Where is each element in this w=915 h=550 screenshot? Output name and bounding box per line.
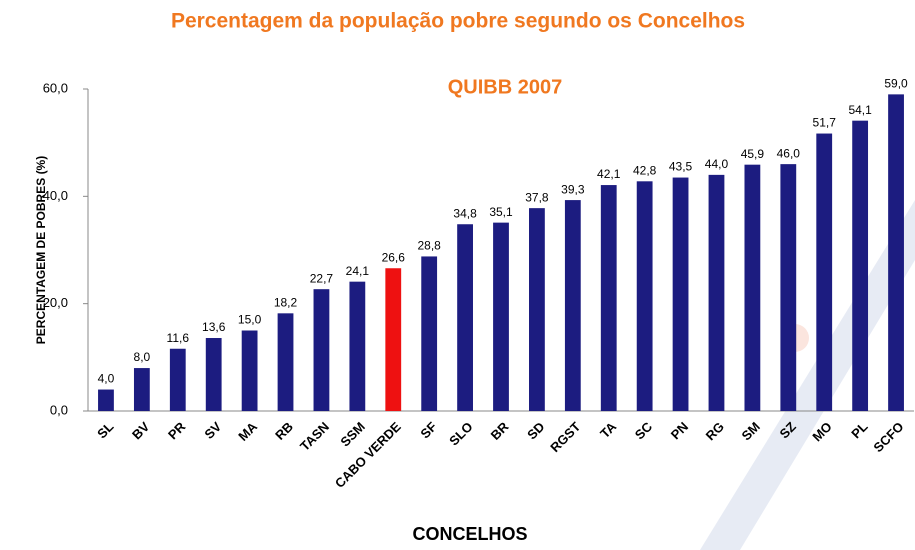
value-label: 44,0 — [705, 157, 729, 171]
x-tick-label: SSM — [337, 419, 368, 450]
bar — [421, 256, 438, 411]
x-tick-label: SD — [524, 419, 547, 442]
bar — [780, 164, 797, 411]
value-label: 11,6 — [167, 331, 190, 345]
value-label: 39,3 — [561, 182, 585, 196]
value-label: 42,1 — [597, 167, 621, 181]
value-label: 45,9 — [741, 147, 765, 161]
x-tick-label: SM — [739, 419, 763, 443]
x-tick-label: MA — [235, 419, 260, 444]
value-label: 24,1 — [346, 264, 370, 278]
value-label: 34,8 — [453, 206, 477, 220]
value-label: 18,2 — [274, 295, 298, 309]
value-label: 54,1 — [848, 103, 872, 117]
y-tick-label: 40,0 — [43, 188, 68, 203]
value-label: 28,8 — [417, 239, 441, 253]
x-tick-label: CABO VERDE — [332, 419, 404, 491]
x-tick-label: SCFO — [870, 419, 906, 455]
x-tick-label: SLO — [446, 419, 476, 449]
x-tick-label: TASN — [297, 419, 332, 454]
value-label: 42,8 — [633, 163, 657, 177]
x-tick-label: PL — [848, 419, 870, 441]
value-label: 37,8 — [525, 190, 549, 204]
bar — [98, 389, 114, 411]
bar — [672, 177, 689, 411]
x-tick-label: RB — [272, 419, 296, 443]
chart-title: Percentagem da população pobre segundo o… — [171, 10, 745, 33]
bar — [529, 208, 545, 411]
value-label: 59,0 — [884, 77, 908, 91]
bar — [888, 94, 904, 411]
x-tick-label: SC — [632, 419, 656, 443]
x-axis-title: CONCELHOS — [412, 524, 527, 544]
bar — [241, 330, 258, 411]
x-tick-label: SV — [201, 419, 224, 442]
value-label: 51,7 — [813, 116, 837, 130]
x-tick-label: BV — [129, 419, 153, 443]
x-tick-label: PN — [668, 419, 691, 442]
x-tick-label: RG — [703, 419, 727, 443]
bar — [744, 164, 761, 411]
value-label: 8,0 — [134, 350, 151, 364]
bar — [457, 224, 473, 411]
y-tick-label: 60,0 — [43, 80, 68, 95]
value-label: 22,7 — [310, 271, 334, 285]
bar — [708, 174, 725, 411]
value-label: 46,0 — [777, 146, 801, 160]
bar — [385, 268, 402, 411]
bar — [313, 289, 330, 411]
value-label: 26,6 — [382, 250, 406, 264]
value-label: 13,6 — [202, 320, 226, 334]
value-label: 15,0 — [238, 313, 262, 327]
bar — [133, 368, 150, 411]
bar — [493, 222, 509, 411]
y-axis-title: PERCENTAGEM DE POBRES (%) — [34, 156, 48, 344]
y-tick-label: 0,0 — [50, 402, 68, 417]
bar — [600, 185, 617, 411]
x-tick-label: SF — [417, 419, 439, 441]
decoration — [700, 200, 915, 550]
bar — [564, 200, 581, 411]
x-tick-label: RGST — [547, 419, 583, 455]
bar — [816, 133, 833, 411]
bar — [277, 313, 294, 411]
bar — [169, 348, 186, 411]
chart-subtitle: QUIBB 2007 — [448, 76, 563, 98]
x-tick-label: TA — [597, 419, 620, 442]
x-tick-label: SL — [94, 419, 116, 441]
x-tick-label: BR — [488, 419, 512, 443]
value-label: 4,0 — [98, 372, 115, 386]
bar — [852, 120, 869, 411]
x-tick-label: PR — [165, 419, 189, 443]
bar — [636, 181, 653, 411]
bar — [205, 338, 222, 411]
y-tick-label: 20,0 — [43, 295, 68, 310]
bar — [349, 281, 366, 411]
value-label: 35,1 — [489, 205, 513, 219]
value-label: 43,5 — [669, 160, 693, 174]
